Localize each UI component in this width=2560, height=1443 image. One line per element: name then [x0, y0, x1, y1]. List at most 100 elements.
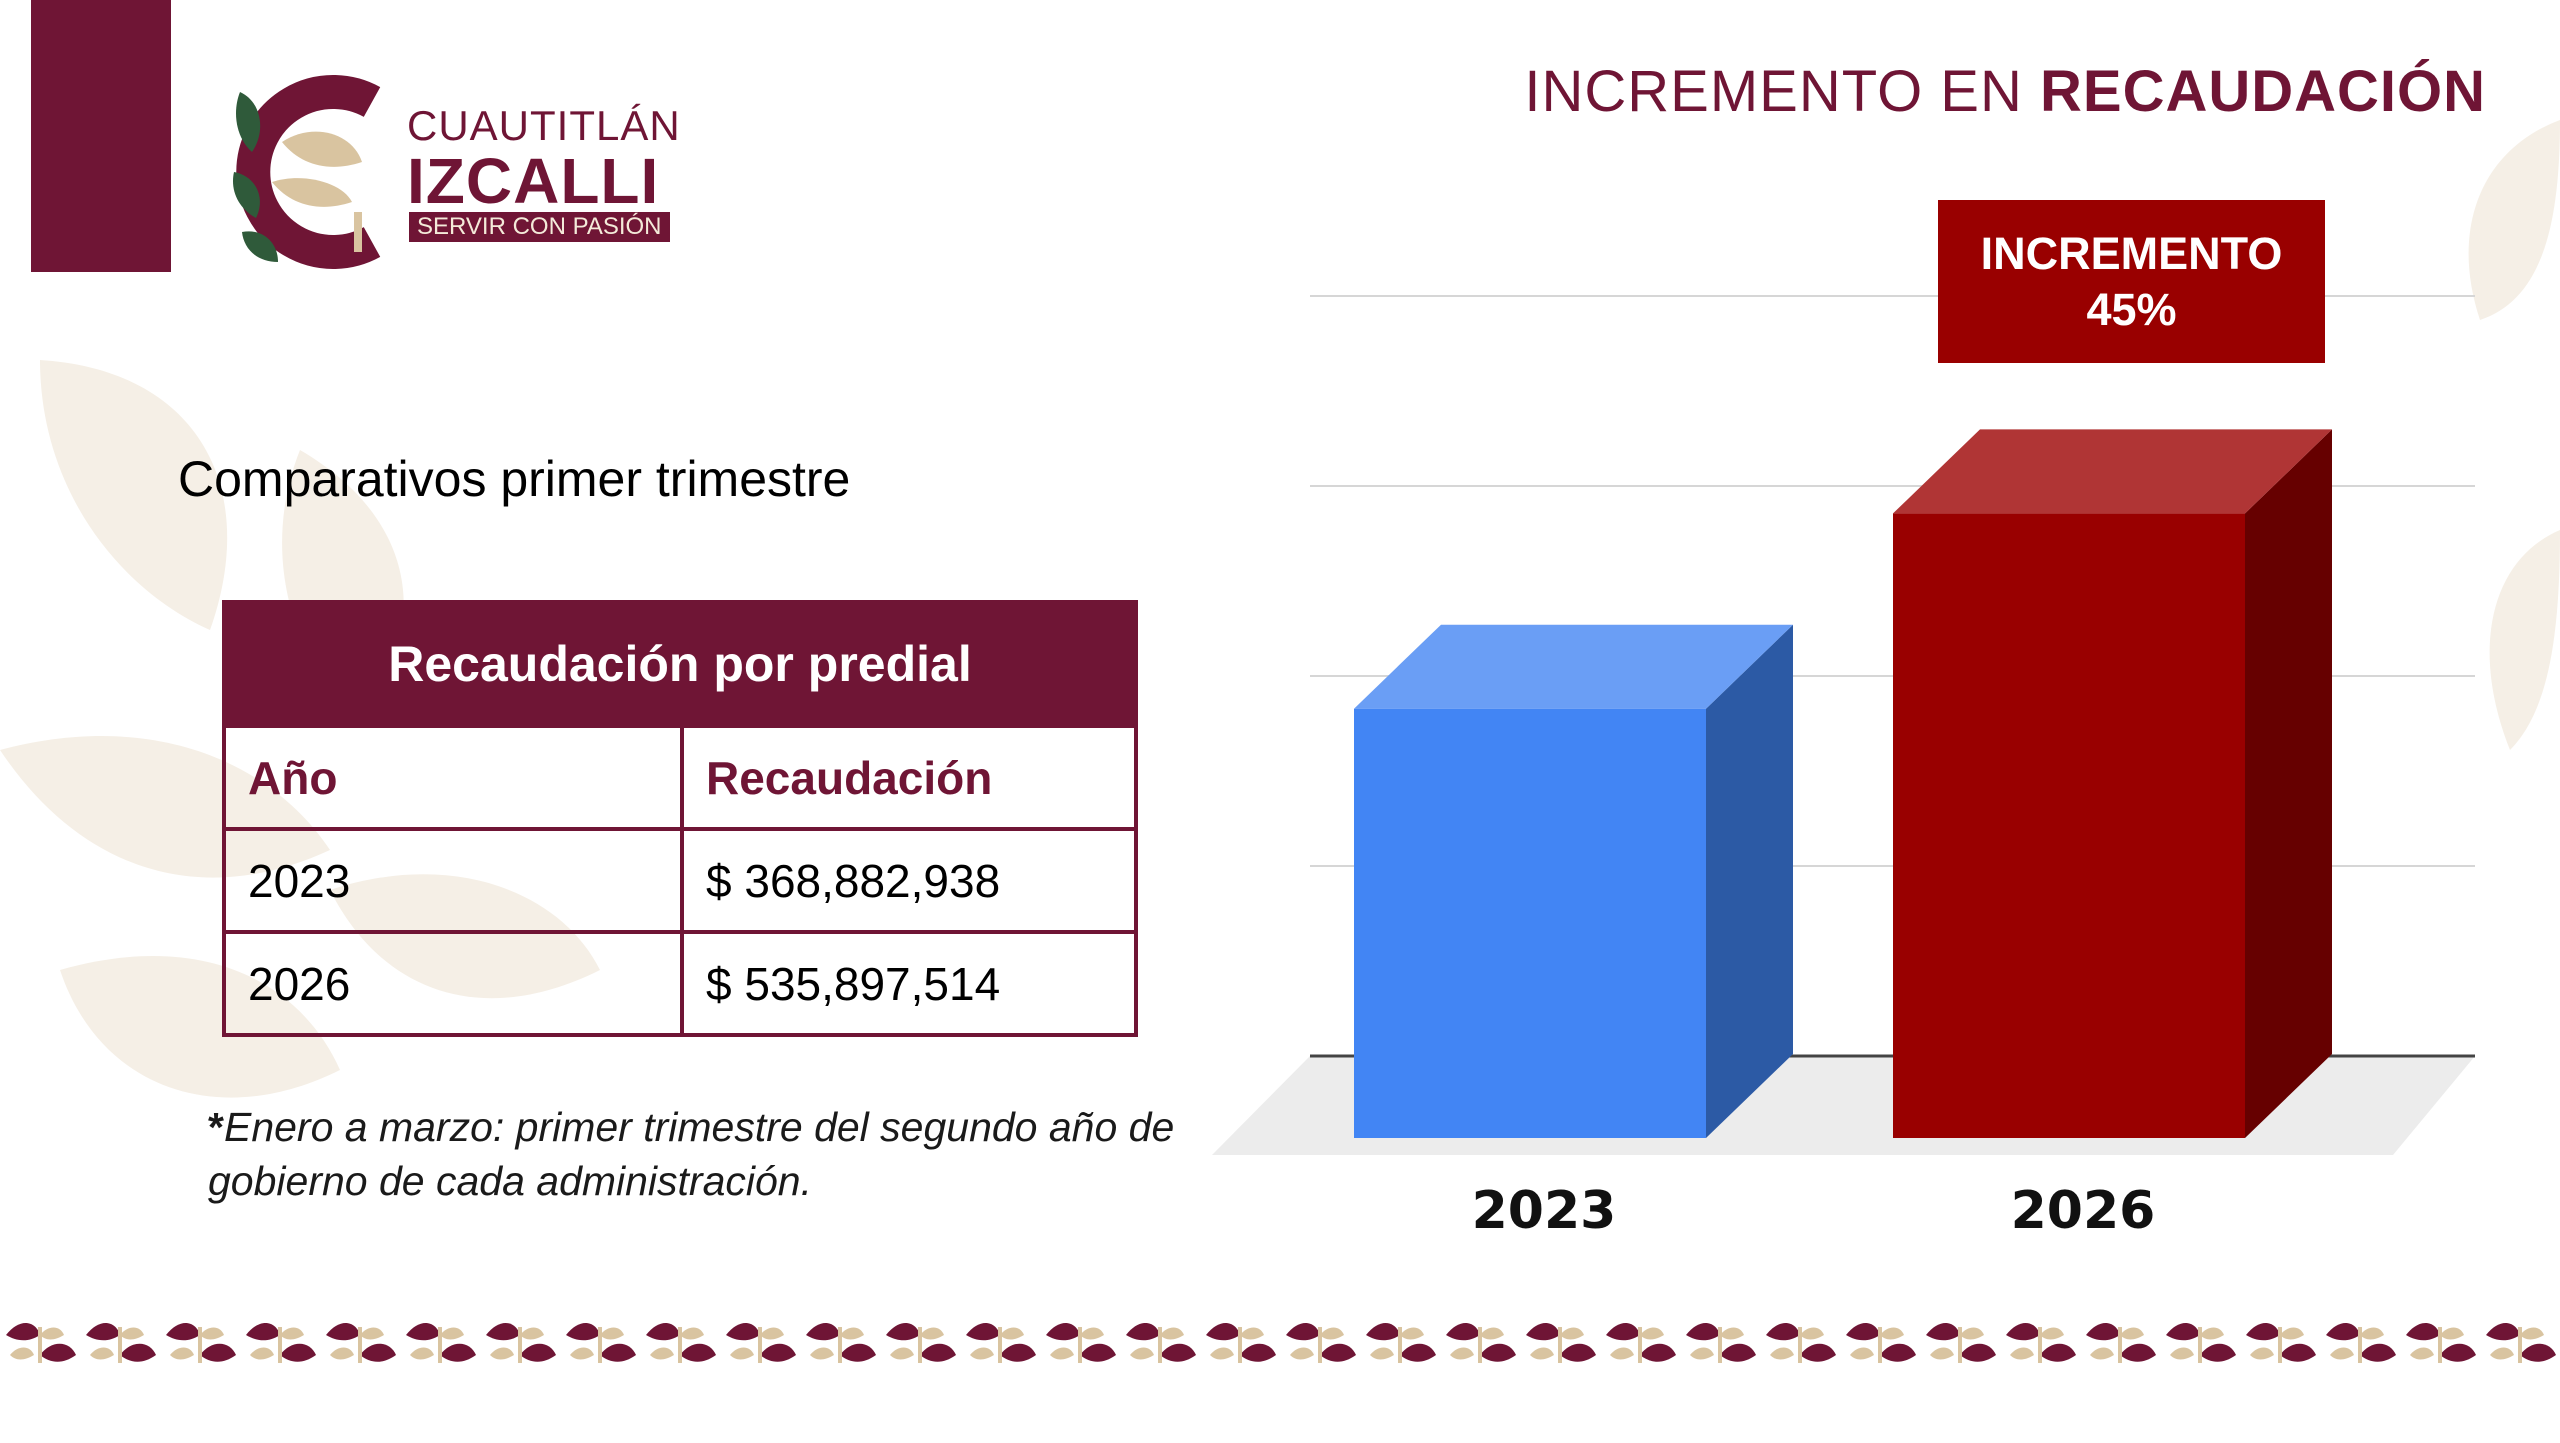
border-motif [2170, 1347, 2194, 1360]
border-motif [2250, 1347, 2274, 1360]
border-motif [1850, 1347, 1874, 1360]
border-motif [1400, 1343, 1436, 1362]
border-motif [1558, 1327, 1562, 1363]
border-motif [2040, 1327, 2064, 1340]
border-motif [40, 1327, 64, 1340]
border-motif [810, 1347, 834, 1360]
border-motif [280, 1327, 304, 1340]
border-motif [886, 1322, 920, 1341]
border-motif [2410, 1347, 2434, 1360]
border-motif [1638, 1327, 1642, 1363]
border-motif [1320, 1327, 1344, 1340]
border-motif [2360, 1327, 2384, 1340]
border-motif [1720, 1343, 1756, 1362]
border-motif [760, 1327, 784, 1340]
border-motif [406, 1322, 440, 1341]
border-motif [1480, 1327, 1504, 1340]
border-motif [1080, 1327, 1104, 1340]
bar-top [1354, 624, 1793, 709]
table-header-row: Año Recaudación [222, 724, 1138, 831]
increment-callout: INCREMENTO 45% [1938, 200, 2325, 363]
border-motif [1878, 1327, 1882, 1363]
border-motif [1480, 1343, 1516, 1362]
border-motif [170, 1347, 194, 1360]
border-motif [1958, 1327, 1962, 1363]
border-motif [120, 1343, 156, 1362]
border-motif [1400, 1327, 1424, 1340]
border-motif [2360, 1343, 2396, 1362]
border-motif [2200, 1327, 2224, 1340]
border-motif [1530, 1347, 1554, 1360]
logo-tagline: SERVIR CON PASIÓN [409, 212, 670, 242]
callout-label: INCREMENTO [1980, 227, 2283, 279]
border-motif [1398, 1327, 1402, 1363]
border-motif [200, 1327, 224, 1340]
border-motif [806, 1322, 840, 1341]
border-motif [1526, 1322, 1560, 1341]
border-motif [840, 1343, 876, 1362]
border-motif [918, 1327, 922, 1363]
border-motif [1206, 1322, 1240, 1341]
border-motif [2120, 1343, 2156, 1362]
border-motif [1286, 1322, 1320, 1341]
border-motif [1078, 1327, 1082, 1363]
border-motif [600, 1343, 636, 1362]
footnote-text: Enero a marzo: primer trimestre del segu… [208, 1104, 1175, 1204]
border-motif [680, 1343, 716, 1362]
border-motif [998, 1327, 1002, 1363]
table-cell-revenue: $ 535,897,514 [680, 930, 1138, 1037]
border-motif [1880, 1343, 1916, 1362]
border-motif [278, 1327, 282, 1363]
border-motif [198, 1327, 202, 1363]
border-motif [1686, 1322, 1720, 1341]
border-motif [358, 1327, 362, 1363]
border-motif [2440, 1343, 2476, 1362]
border-motif [1770, 1347, 1794, 1360]
border-motif [1126, 1322, 1160, 1341]
border-motif [1370, 1347, 1394, 1360]
border-motif [1478, 1327, 1482, 1363]
border-motif [326, 1322, 360, 1341]
border-motif [520, 1343, 556, 1362]
border-motif [2438, 1327, 2442, 1363]
border-motif [570, 1347, 594, 1360]
border-motif [330, 1347, 354, 1360]
border-motif [1000, 1343, 1036, 1362]
border-motif [2406, 1322, 2440, 1341]
border-motif [840, 1327, 864, 1340]
border-motif [838, 1327, 842, 1363]
border-motif [970, 1347, 994, 1360]
border-motif [730, 1347, 754, 1360]
border-motif [1160, 1327, 1184, 1340]
border-motif [650, 1347, 674, 1360]
border-motif [118, 1327, 122, 1363]
table-row: 2026 $ 535,897,514 [222, 930, 1138, 1037]
border-motif [2490, 1347, 2514, 1360]
border-motif [646, 1322, 680, 1341]
border-motif [1366, 1322, 1400, 1341]
bar-top [1893, 429, 2332, 514]
border-motif [1766, 1322, 1800, 1341]
border-motif [680, 1327, 704, 1340]
border-motif [2518, 1327, 2522, 1363]
border-motif [758, 1327, 762, 1363]
border-motif [520, 1327, 544, 1340]
table-title: Recaudación por predial [222, 600, 1138, 728]
page-title-regular: INCREMENTO EN [1524, 59, 2040, 124]
border-motif [1320, 1343, 1356, 1362]
logo-text-izcalli: IZCALLI [407, 145, 660, 217]
border-motif [1718, 1327, 1722, 1363]
border-motif [280, 1343, 316, 1362]
border-motif [1800, 1327, 1824, 1340]
border-motif [166, 1322, 200, 1341]
border-motif [2358, 1327, 2362, 1363]
border-motif [2200, 1343, 2236, 1362]
border-motif [38, 1327, 42, 1363]
border-motif [2118, 1327, 2122, 1363]
border-motif [600, 1327, 624, 1340]
border-motif [438, 1327, 442, 1363]
border-motif [410, 1347, 434, 1360]
border-motif [2006, 1322, 2040, 1341]
municipal-logo: CUAUTITLÁN IZCALLI SERVIR CON PASIÓN [222, 72, 702, 272]
